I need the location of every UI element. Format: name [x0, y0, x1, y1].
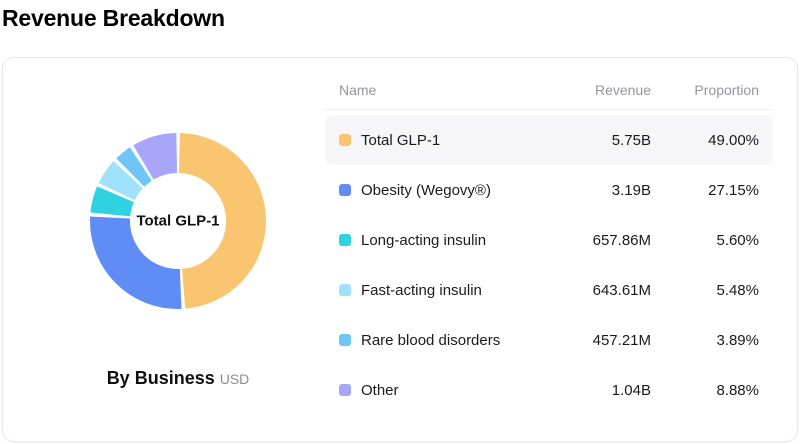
series-name: Fast-acting insulin: [361, 281, 482, 299]
series-proportion: 3.89%: [716, 331, 759, 349]
series-name-cell: Long-acting insulin: [339, 232, 536, 249]
series-revenue: 1.04B: [611, 381, 651, 399]
table-row[interactable]: Obesity (Wegovy®) 3.19B 27.15%: [325, 165, 773, 215]
series-color-swatch: [339, 234, 351, 246]
table-row[interactable]: Rare blood disorders 457.21M 3.89%: [325, 315, 773, 365]
donut-segment[interactable]: [90, 133, 266, 309]
series-name: Total GLP-1: [361, 131, 441, 149]
series-name-cell: Rare blood disorders: [339, 332, 536, 349]
page-title: Revenue Breakdown: [2, 5, 225, 31]
table-header: Name Revenue Proportion: [325, 82, 773, 110]
series-name-cell: Fast-acting insulin: [339, 282, 536, 299]
series-revenue: 657.86M: [592, 231, 651, 249]
donut-chart[interactable]: Total GLP-1: [73, 116, 283, 326]
series-name: Obesity (Wegovy®): [361, 181, 491, 199]
series-color-swatch: [339, 284, 351, 296]
chart-caption-title: By Business: [106, 368, 215, 388]
series-color-swatch: [339, 334, 351, 346]
header-revenue: Revenue: [594, 82, 651, 98]
series-proportion: 8.88%: [716, 381, 759, 399]
header-name: Name: [339, 82, 377, 98]
table-row[interactable]: Total GLP-1 5.75B 49.00%: [325, 115, 773, 165]
series-proportion: 5.48%: [716, 281, 759, 299]
series-proportion: 27.15%: [708, 181, 759, 199]
chart-caption: By Business USD: [73, 368, 283, 389]
table-pane: Name Revenue Proportion Total GLP-1 5.75B…: [323, 58, 797, 441]
series-proportion: 5.60%: [716, 231, 759, 249]
chart-pane: Total GLP-1 By Business USD: [3, 58, 323, 441]
series-revenue: 643.61M: [592, 281, 651, 299]
series-revenue: 3.19B: [611, 181, 651, 199]
series-revenue: 457.21M: [592, 331, 651, 349]
series-name: Long-acting insulin: [361, 231, 487, 249]
table-row[interactable]: Fast-acting insulin 643.61M 5.48%: [325, 265, 773, 315]
header-proportion: Proportion: [694, 82, 759, 98]
series-name-cell: Obesity (Wegovy®): [339, 182, 536, 199]
table-row[interactable]: Long-acting insulin 657.86M 5.60%: [325, 215, 773, 265]
revenue-breakdown-card: Total GLP-1 By Business USD Name Revenue …: [2, 57, 798, 442]
series-name-cell: Total GLP-1: [339, 132, 536, 149]
series-proportion: 49.00%: [708, 131, 759, 149]
donut-center-label: Total GLP-1: [136, 212, 220, 230]
series-color-swatch: [339, 184, 351, 196]
chart-caption-unit: USD: [219, 371, 250, 387]
series-name-cell: Other: [339, 382, 536, 399]
series-revenue: 5.75B: [611, 131, 651, 149]
table-body: Total GLP-1 5.75B 49.00% Obesity (Wegovy®) 3…: [325, 115, 773, 415]
series-name: Rare blood disorders: [361, 331, 501, 349]
series-color-swatch: [339, 384, 351, 396]
table-row[interactable]: Other 1.04B 8.88%: [325, 365, 773, 415]
series-name: Other: [361, 381, 399, 399]
series-color-swatch: [339, 134, 351, 146]
donut-svg: [90, 133, 266, 309]
donut-segment[interactable]: [90, 133, 266, 309]
